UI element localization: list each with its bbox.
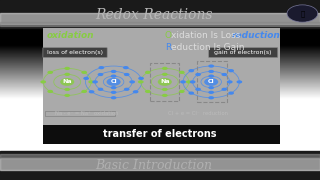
Bar (0, 158, 320, 170)
Circle shape (81, 71, 87, 74)
Circle shape (179, 90, 185, 93)
Bar (150, 63, 179, 101)
Text: xidation Is Loss: xidation Is Loss (171, 31, 241, 40)
Circle shape (111, 96, 116, 99)
Circle shape (64, 94, 70, 97)
Circle shape (287, 5, 318, 22)
Text: Na - e⁻ = Na⁺  oxidation: Na - e⁻ = Na⁺ oxidation (55, 111, 118, 116)
Circle shape (162, 67, 168, 70)
Circle shape (88, 80, 94, 84)
Text: Na: Na (62, 79, 72, 84)
Circle shape (99, 66, 104, 69)
Circle shape (186, 80, 192, 84)
Circle shape (195, 88, 201, 91)
Bar (0, 0, 320, 28)
Text: Basic Introduction: Basic Introduction (95, 159, 212, 172)
Circle shape (64, 88, 70, 91)
Circle shape (129, 80, 135, 84)
Circle shape (47, 90, 53, 93)
FancyBboxPatch shape (43, 48, 107, 58)
Circle shape (228, 91, 234, 95)
Circle shape (204, 78, 218, 86)
Text: gain of electron(s): gain of electron(s) (214, 50, 272, 55)
Bar (197, 61, 227, 102)
Circle shape (64, 73, 70, 76)
Circle shape (208, 91, 214, 94)
Circle shape (145, 71, 151, 74)
Text: oxidation: oxidation (47, 31, 94, 40)
Circle shape (195, 73, 201, 76)
Circle shape (208, 64, 214, 68)
Circle shape (208, 86, 214, 89)
Circle shape (107, 78, 121, 86)
Circle shape (188, 69, 194, 72)
Circle shape (179, 71, 185, 74)
Circle shape (81, 90, 87, 93)
Circle shape (190, 80, 196, 84)
Text: Redox Reactions: Redox Reactions (95, 8, 212, 22)
Circle shape (138, 80, 144, 84)
Circle shape (162, 88, 168, 91)
Bar (0, 22, 320, 26)
Text: O: O (164, 31, 171, 40)
Circle shape (208, 96, 214, 99)
Text: reduction: reduction (232, 31, 280, 40)
Circle shape (111, 70, 116, 73)
Circle shape (133, 90, 139, 93)
Circle shape (83, 77, 89, 80)
Circle shape (188, 91, 194, 95)
Text: Cl + e = Cl⁻  reduction: Cl + e = Cl⁻ reduction (168, 111, 228, 116)
Circle shape (162, 73, 168, 76)
Circle shape (123, 66, 129, 69)
Circle shape (227, 80, 233, 84)
Circle shape (60, 78, 74, 86)
Bar (0, 151, 320, 180)
Circle shape (228, 69, 234, 72)
Circle shape (124, 88, 130, 91)
Circle shape (64, 67, 70, 70)
Circle shape (47, 71, 53, 74)
Circle shape (98, 88, 103, 91)
Circle shape (180, 80, 186, 84)
Text: Na: Na (160, 79, 170, 84)
Circle shape (162, 94, 168, 97)
Text: Cl: Cl (208, 79, 214, 84)
Circle shape (89, 90, 94, 93)
Text: loss of electron(s): loss of electron(s) (47, 50, 103, 55)
Circle shape (208, 70, 214, 73)
Bar (0, 154, 320, 158)
Circle shape (221, 88, 227, 91)
Circle shape (221, 73, 227, 76)
Bar (43, 125, 280, 144)
Circle shape (158, 78, 172, 86)
Bar (43, 28, 280, 144)
Circle shape (40, 80, 46, 84)
Bar (0, 13, 320, 24)
Text: 📖: 📖 (300, 10, 305, 17)
Circle shape (98, 73, 103, 76)
Circle shape (236, 80, 242, 84)
Circle shape (138, 77, 144, 80)
Circle shape (111, 86, 116, 89)
Circle shape (111, 91, 116, 94)
Circle shape (124, 73, 130, 76)
Circle shape (92, 80, 98, 84)
Circle shape (145, 90, 151, 93)
Circle shape (111, 75, 116, 78)
Text: eduction Is Gain: eduction Is Gain (171, 43, 245, 52)
Text: Cl: Cl (110, 79, 117, 84)
Circle shape (208, 75, 214, 78)
Text: R: R (165, 43, 171, 52)
FancyBboxPatch shape (209, 48, 278, 58)
Bar (45, 111, 115, 116)
Text: transfer of electrons: transfer of electrons (103, 129, 217, 140)
